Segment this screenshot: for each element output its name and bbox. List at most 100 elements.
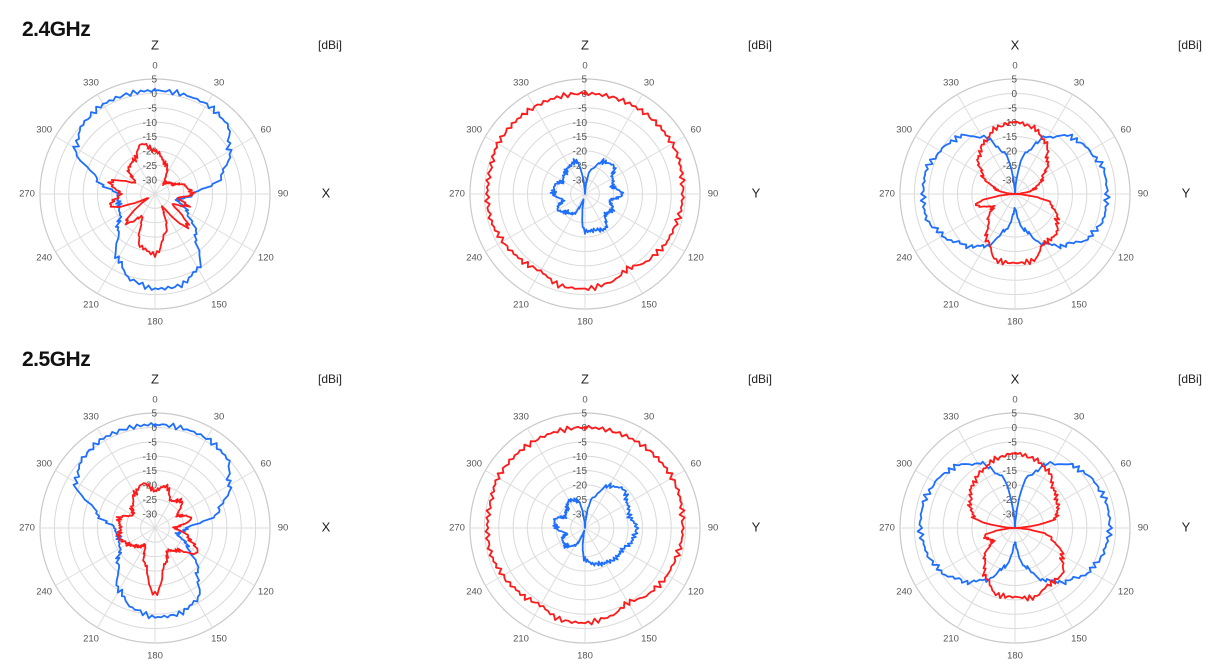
grid-spoke [154, 193, 255, 252]
blue-series-line [72, 422, 233, 620]
angle-tick-label: 30 [214, 412, 225, 423]
grid-spoke [97, 428, 156, 529]
radial-tick-label: -20 [573, 481, 588, 492]
red-series-line [115, 482, 199, 596]
angle-tick-label: 180 [577, 317, 593, 328]
angle-tick-label: 90 [708, 189, 719, 200]
radial-tick-label: -30 [143, 509, 158, 520]
grid-spoke [1014, 470, 1115, 529]
grid-spoke [915, 470, 1016, 529]
radial-tick-label: -25 [1003, 495, 1018, 506]
angle-tick-label: 90 [1138, 523, 1149, 534]
grid-spoke [1014, 527, 1073, 628]
angle-tick-label: 270 [19, 189, 35, 200]
radial-tick-label: -15 [1003, 132, 1018, 143]
radial-tick-label: -30 [573, 175, 588, 186]
grid-spoke [584, 94, 643, 195]
angle-tick-label: 300 [36, 125, 52, 136]
angle-tick-label: 90 [278, 523, 289, 534]
grid-spoke [154, 193, 213, 294]
angle-tick-label: 240 [896, 253, 912, 264]
red-series-line [966, 451, 1065, 602]
angle-tick-label: 180 [147, 651, 163, 662]
radial-tick-label: -10 [143, 118, 158, 129]
angle-tick-label: 270 [879, 189, 895, 200]
top-axis-label: Z [581, 37, 589, 52]
angle-tick-label: 60 [691, 125, 702, 136]
angle-tick-label: 120 [688, 253, 704, 264]
radial-tick-label: -15 [573, 132, 588, 143]
angle-tick-label: 0 [1012, 61, 1017, 72]
radial-tick-label: -30 [573, 509, 588, 520]
radial-tick-label: -10 [573, 452, 588, 463]
angle-tick-label: 150 [211, 633, 227, 644]
grid-spoke [154, 428, 213, 529]
angle-tick-label: 300 [36, 459, 52, 470]
right-axis-label: X [322, 185, 331, 200]
freq-label-2-4ghz: 2.4GHz [22, 18, 91, 41]
radial-tick-label: -10 [143, 452, 158, 463]
angle-tick-label: 60 [1121, 459, 1132, 470]
grid-spoke [1014, 94, 1073, 195]
radial-tick-label: -15 [143, 132, 158, 143]
angle-tick-label: 330 [83, 412, 99, 423]
angle-tick-label: 30 [1074, 412, 1085, 423]
angle-tick-label: 240 [466, 587, 482, 598]
grid-spoke [154, 470, 255, 529]
radial-tick-label: -20 [143, 147, 158, 158]
angle-tick-label: 30 [644, 412, 655, 423]
grid-spoke [154, 94, 213, 195]
angle-tick-label: 90 [278, 189, 289, 200]
grid-spoke [1014, 428, 1073, 529]
grid-spoke [485, 193, 586, 252]
freq-label-2-5ghz: 2.5GHz [22, 348, 91, 371]
radial-tick-label: 0 [1011, 89, 1017, 100]
grid-spoke [1014, 527, 1115, 586]
angle-tick-label: 30 [214, 78, 225, 89]
radial-tick-label: -20 [1003, 147, 1018, 158]
angle-tick-label: 210 [83, 299, 99, 310]
angle-tick-label: 150 [1071, 299, 1087, 310]
angle-tick-label: 180 [1007, 651, 1023, 662]
angle-tick-label: 0 [582, 61, 587, 72]
angle-tick-label: 270 [449, 523, 465, 534]
grid-spoke [584, 136, 685, 195]
blue-series-line [552, 482, 640, 567]
angle-tick-label: 30 [644, 78, 655, 89]
top-axis-label: X [1011, 371, 1020, 386]
angle-tick-label: 210 [943, 633, 959, 644]
angle-tick-label: 270 [879, 523, 895, 534]
radial-tick-label: 5 [581, 409, 587, 420]
right-axis-label: Y [752, 519, 761, 534]
blue-series-line [919, 133, 1111, 250]
unit-label: [dBi] [748, 372, 772, 386]
angle-tick-label: 330 [83, 78, 99, 89]
grid-spoke [154, 136, 255, 195]
angle-tick-label: 180 [147, 317, 163, 328]
grid-spoke [55, 193, 156, 252]
grid-spoke [485, 136, 586, 195]
angle-tick-label: 210 [943, 299, 959, 310]
radial-tick-label: -5 [1008, 103, 1017, 114]
red-series-line [484, 424, 686, 626]
red-series-line [974, 120, 1061, 266]
polar-plot-1: 0 30 60 90 120 150 180 210 240 270 300 330 5 0 -5 -10 -1… [19, 37, 342, 327]
radial-tick-label: -30 [143, 175, 158, 186]
grid-spoke [584, 193, 685, 252]
radial-tick-label: -15 [143, 466, 158, 477]
radial-tick-label: 5 [1011, 409, 1017, 420]
grid-spoke [915, 136, 1016, 195]
right-axis-label: X [322, 519, 331, 534]
angle-tick-label: 300 [896, 125, 912, 136]
grid-spoke [915, 193, 1016, 252]
angle-tick-label: 120 [1118, 587, 1134, 598]
radial-tick-label: -25 [143, 495, 158, 506]
top-axis-label: Z [151, 37, 159, 52]
grid-spoke [55, 136, 156, 195]
grid-spoke [957, 193, 1016, 294]
grid-spoke [527, 94, 586, 195]
red-series-line [107, 142, 196, 258]
radial-tick-label: -5 [578, 437, 587, 448]
radial-tick-label: -15 [573, 466, 588, 477]
